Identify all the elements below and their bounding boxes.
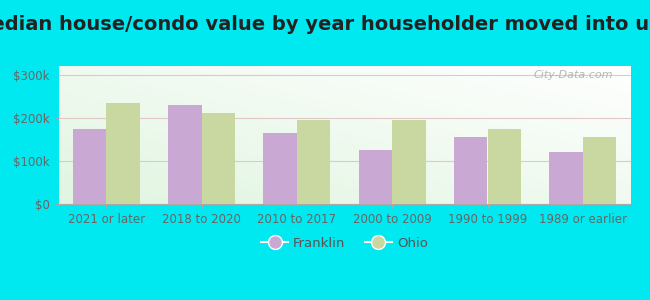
Legend: Franklin, Ohio: Franklin, Ohio: [256, 232, 433, 255]
Bar: [202, 113, 235, 204]
Bar: [392, 120, 426, 204]
Bar: [168, 105, 202, 204]
Bar: [583, 137, 616, 204]
Bar: [73, 128, 106, 204]
Text: Median house/condo value by year householder moved into unit: Median house/condo value by year househo…: [0, 15, 650, 34]
Text: City-Data.com: City-Data.com: [534, 70, 614, 80]
Bar: [549, 152, 583, 204]
Bar: [297, 120, 330, 204]
Bar: [359, 150, 392, 204]
Bar: [454, 137, 488, 204]
Bar: [488, 128, 521, 204]
Bar: [263, 133, 297, 204]
Bar: [106, 103, 140, 204]
